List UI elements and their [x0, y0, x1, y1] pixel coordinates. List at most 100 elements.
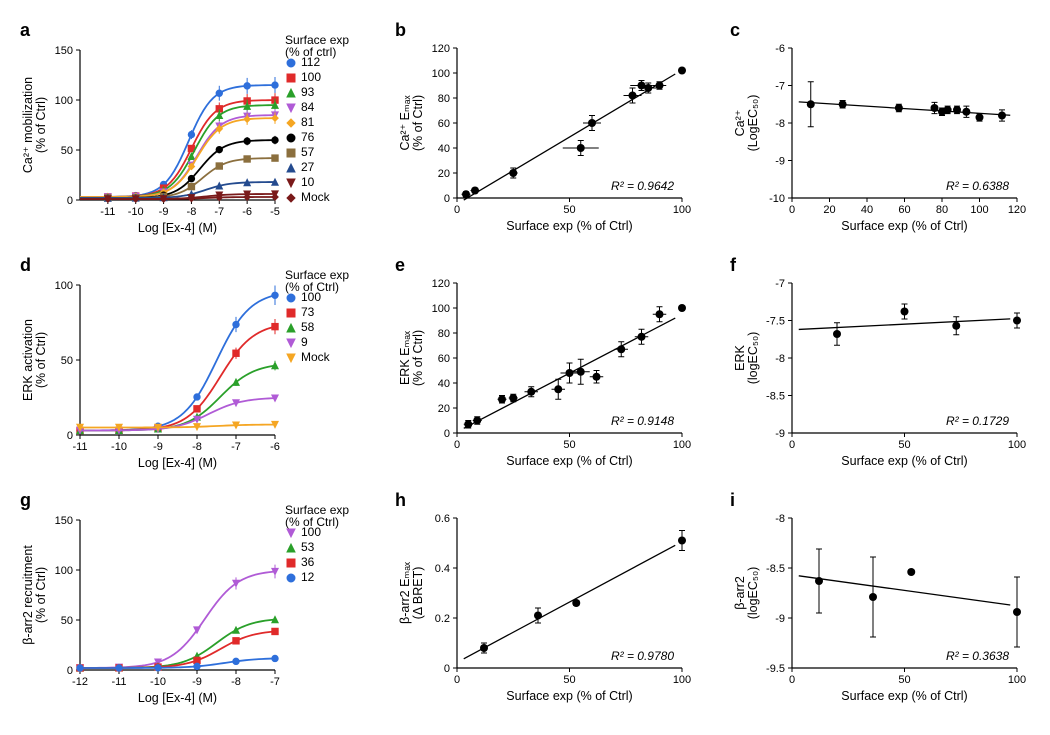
svg-text:53: 53	[301, 540, 315, 554]
svg-text:80: 80	[438, 93, 450, 105]
svg-text:-8: -8	[231, 676, 241, 688]
svg-text:ERK(logEC₅₀): ERK(logEC₅₀)	[733, 332, 760, 385]
panel-a: a-11-10-9-8-7-6-5050100150Log [Ex-4] (M)…	[20, 20, 380, 245]
svg-text:-7: -7	[775, 278, 785, 290]
svg-text:Mock: Mock	[301, 190, 331, 204]
svg-text:R² = 0.3638: R² = 0.3638	[946, 649, 1009, 663]
svg-text:93: 93	[301, 85, 315, 99]
svg-text:β-arr2 recruitment(% of Ctrl): β-arr2 recruitment(% of Ctrl)	[21, 545, 48, 645]
svg-text:ERK Eₘₐₓ(% of Ctrl): ERK Eₘₐₓ(% of Ctrl)	[398, 330, 425, 386]
svg-text:Surface exp (% of Ctrl): Surface exp (% of Ctrl)	[506, 689, 632, 703]
svg-text:0: 0	[67, 665, 73, 677]
panel-d: d-11-10-9-8-7-6050100Log [Ex-4] (M)ERK a…	[20, 255, 380, 480]
panel-g: g-12-11-10-9-8-7050100150Log [Ex-4] (M)β…	[20, 490, 380, 715]
svg-text:150: 150	[55, 515, 73, 527]
svg-text:Surface exp (% of Ctrl): Surface exp (% of Ctrl)	[506, 454, 632, 468]
svg-text:60: 60	[438, 118, 450, 130]
svg-text:-8: -8	[775, 118, 785, 130]
svg-text:-9: -9	[192, 676, 202, 688]
svg-text:R² = 0.1729: R² = 0.1729	[946, 414, 1009, 428]
svg-text:-10: -10	[111, 441, 127, 453]
svg-text:-6: -6	[270, 441, 280, 453]
svg-text:60: 60	[438, 353, 450, 365]
svg-text:-10: -10	[128, 206, 144, 218]
svg-text:ERK activation(% of Ctrl): ERK activation(% of Ctrl)	[21, 319, 48, 401]
svg-text:36: 36	[301, 555, 315, 569]
svg-text:40: 40	[861, 204, 873, 216]
svg-text:50: 50	[898, 674, 910, 686]
svg-text:20: 20	[823, 204, 835, 216]
svg-text:20: 20	[438, 168, 450, 180]
svg-text:Ca²⁺ mobilization(% of Ctrl): Ca²⁺ mobilization(% of Ctrl)	[21, 77, 48, 173]
svg-text:Mock: Mock	[301, 350, 331, 364]
svg-text:0: 0	[444, 663, 450, 675]
svg-text:10: 10	[301, 175, 315, 189]
svg-text:-8: -8	[775, 513, 785, 525]
svg-text:Log [Ex-4] (M): Log [Ex-4] (M)	[138, 221, 217, 235]
svg-text:100: 100	[301, 70, 321, 84]
svg-text:-8: -8	[775, 353, 785, 365]
svg-text:-8.5: -8.5	[766, 563, 785, 575]
svg-text:100: 100	[970, 204, 988, 216]
svg-text:150: 150	[55, 45, 73, 57]
svg-text:-12: -12	[72, 676, 88, 688]
svg-text:-9: -9	[153, 441, 163, 453]
svg-text:50: 50	[563, 204, 575, 216]
svg-text:R² = 0.9780: R² = 0.9780	[611, 649, 674, 663]
svg-text:120: 120	[432, 43, 450, 55]
svg-text:12: 12	[301, 570, 315, 584]
svg-text:60: 60	[898, 204, 910, 216]
svg-text:9: 9	[301, 335, 308, 349]
svg-text:0: 0	[444, 428, 450, 440]
svg-text:-9: -9	[159, 206, 169, 218]
svg-text:100: 100	[1008, 439, 1026, 451]
svg-text:-6: -6	[775, 43, 785, 55]
svg-text:-9: -9	[775, 428, 785, 440]
svg-text:Surface exp (% of Ctrl): Surface exp (% of Ctrl)	[841, 454, 967, 468]
svg-text:Ca²⁺(LogEC₅₀): Ca²⁺(LogEC₅₀)	[733, 95, 760, 152]
svg-text:0: 0	[789, 439, 795, 451]
svg-text:-8: -8	[187, 206, 197, 218]
svg-text:40: 40	[438, 378, 450, 390]
svg-text:112: 112	[301, 55, 320, 69]
svg-text:Surface exp (% of Ctrl): Surface exp (% of Ctrl)	[506, 219, 632, 233]
svg-text:-11: -11	[72, 441, 87, 453]
svg-text:Ca²⁺ Eₘₐₓ(% of Ctrl): Ca²⁺ Eₘₐₓ(% of Ctrl)	[398, 95, 425, 152]
svg-text:-10: -10	[769, 193, 785, 205]
svg-text:-9.5: -9.5	[766, 663, 785, 675]
svg-text:50: 50	[563, 439, 575, 451]
svg-text:80: 80	[936, 204, 948, 216]
svg-text:-11: -11	[111, 676, 126, 688]
svg-text:73: 73	[301, 305, 315, 319]
svg-text:Surface exp (% of Ctrl): Surface exp (% of Ctrl)	[841, 219, 967, 233]
svg-text:0: 0	[454, 439, 460, 451]
svg-text:R² = 0.9642: R² = 0.9642	[611, 179, 674, 193]
svg-text:100: 100	[55, 95, 73, 107]
svg-text:100: 100	[673, 204, 691, 216]
svg-text:50: 50	[61, 355, 73, 367]
svg-text:120: 120	[432, 278, 450, 290]
svg-text:β-arr2(logEC₅₀): β-arr2(logEC₅₀)	[733, 567, 760, 620]
svg-text:20: 20	[438, 403, 450, 415]
svg-text:Surface exp (% of Ctrl): Surface exp (% of Ctrl)	[841, 689, 967, 703]
svg-text:-7.5: -7.5	[766, 316, 785, 328]
svg-text:0.4: 0.4	[435, 563, 450, 575]
svg-text:100: 100	[1008, 674, 1026, 686]
svg-text:120: 120	[1008, 204, 1026, 216]
svg-text:58: 58	[301, 320, 315, 334]
svg-text:0: 0	[454, 674, 460, 686]
svg-text:R² = 0.6388: R² = 0.6388	[946, 179, 1009, 193]
svg-text:100: 100	[432, 68, 450, 80]
svg-text:0: 0	[454, 204, 460, 216]
svg-text:57: 57	[301, 145, 315, 159]
svg-text:Log [Ex-4] (M): Log [Ex-4] (M)	[138, 691, 217, 705]
svg-text:-9: -9	[775, 156, 785, 168]
svg-text:100: 100	[673, 674, 691, 686]
svg-text:-7: -7	[270, 676, 280, 688]
panel-i: i050100-9.5-9-8.5-8Surface exp (% of Ctr…	[730, 490, 1050, 715]
svg-text:100: 100	[301, 290, 321, 304]
svg-text:R² = 0.9148: R² = 0.9148	[611, 414, 674, 428]
svg-text:0: 0	[444, 193, 450, 205]
svg-text:76: 76	[301, 130, 315, 144]
svg-text:-5: -5	[270, 206, 280, 218]
